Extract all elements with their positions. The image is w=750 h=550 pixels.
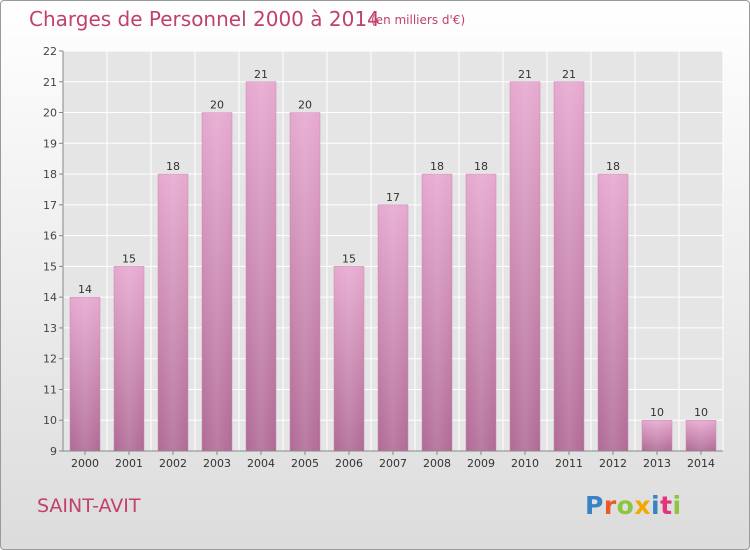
y-tick-label: 16: [43, 230, 57, 243]
x-tick-label: 2001: [115, 457, 143, 470]
axes: [59, 50, 723, 455]
y-tick-label: 12: [43, 353, 57, 366]
data-label: 18: [474, 160, 488, 173]
y-tick-label: 11: [43, 383, 57, 396]
data-label: 21: [254, 68, 268, 81]
bar-highlight: [642, 420, 672, 451]
y-tick-label: 17: [43, 199, 57, 212]
bar-highlight: [422, 174, 452, 452]
bar-highlight: [686, 420, 716, 451]
bar-highlight: [510, 81, 540, 452]
y-tick-label: 20: [43, 107, 57, 120]
bar-highlight: [334, 266, 364, 451]
bar-highlight: [378, 204, 408, 451]
y-tick-label: 13: [43, 322, 57, 335]
data-label: 14: [78, 283, 92, 296]
data-label: 18: [166, 160, 180, 173]
y-tick-label: 19: [43, 137, 57, 150]
y-tick-label: 18: [43, 168, 57, 181]
data-label: 20: [210, 99, 224, 112]
chart-subtitle: (en milliers d'€): [371, 13, 466, 27]
bar-highlight: [466, 174, 496, 452]
x-tick-label: 2008: [423, 457, 451, 470]
data-label: 21: [518, 68, 532, 81]
proxiti-logo: Proxiti: [585, 491, 682, 520]
bar-highlight: [290, 112, 320, 452]
data-label: 10: [650, 406, 664, 419]
x-tick-label: 2007: [379, 457, 407, 470]
y-tick-label: 21: [43, 76, 57, 89]
commune-name: SAINT-AVIT: [37, 495, 141, 517]
data-label: 20: [298, 99, 312, 112]
y-tick-label: 9: [50, 445, 57, 458]
x-tick-label: 2005: [291, 457, 319, 470]
bar-highlight: [554, 81, 584, 452]
data-label: 18: [606, 160, 620, 173]
x-tick-label: 2012: [599, 457, 627, 470]
y-tick-label: 22: [43, 45, 57, 58]
bar-highlight: [598, 174, 628, 452]
y-tick-label: 10: [43, 414, 57, 427]
y-tick-label: 14: [43, 291, 57, 304]
x-tick-label: 2011: [555, 457, 583, 470]
x-tick-label: 2009: [467, 457, 495, 470]
x-tick-label: 2003: [203, 457, 231, 470]
bar-highlight: [202, 112, 232, 452]
x-tick-label: 2002: [159, 457, 187, 470]
x-tick-label: 2000: [71, 457, 99, 470]
bar-highlight: [246, 81, 276, 452]
bars: [69, 81, 717, 452]
chart-title: Charges de Personnel 2000 à 2014: [29, 7, 380, 31]
x-tick-label: 2006: [335, 457, 363, 470]
data-label: 10: [694, 406, 708, 419]
data-label: 17: [386, 191, 400, 204]
data-label: 18: [430, 160, 444, 173]
y-tick-label: 15: [43, 260, 57, 273]
data-label: 21: [562, 68, 576, 81]
data-label: 15: [122, 252, 136, 265]
bar-highlight: [114, 266, 144, 451]
x-tick-label: 2013: [643, 457, 671, 470]
labels: 9 10 11 12 13 14 15 16 17 18 19 20 21 22 14 2000 15 2001 1…: [43, 45, 715, 470]
data-label: 15: [342, 252, 356, 265]
bar-highlight: [158, 174, 188, 452]
bar-highlight: [70, 297, 100, 451]
x-tick-label: 2010: [511, 457, 539, 470]
x-tick-label: 2004: [247, 457, 275, 470]
x-tick-label: 2014: [687, 457, 715, 470]
